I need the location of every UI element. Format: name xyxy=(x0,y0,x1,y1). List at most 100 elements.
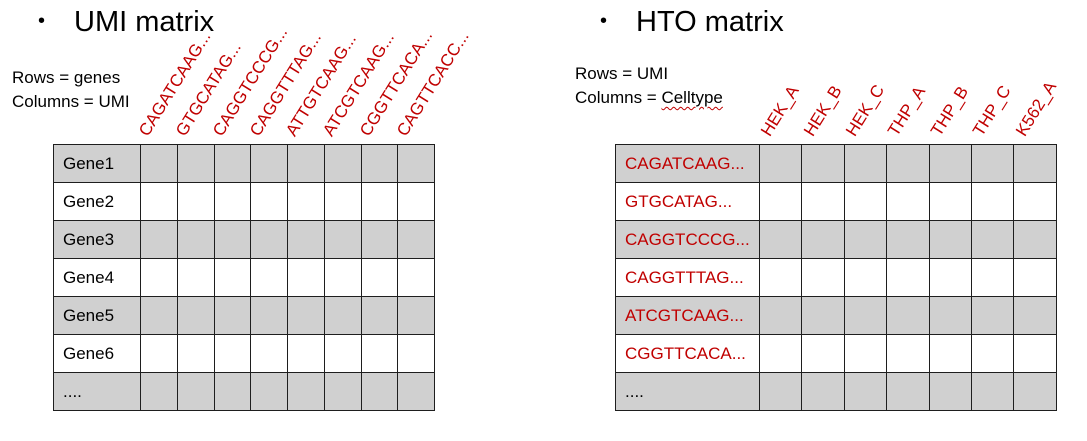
table-cell xyxy=(140,144,178,183)
table-cell xyxy=(323,296,362,335)
hto-columns-prefix: Columns = xyxy=(575,88,662,107)
table-cell xyxy=(886,372,930,411)
table-row: .... xyxy=(615,372,1057,411)
table-cell xyxy=(213,258,252,297)
table-cell xyxy=(287,296,325,335)
table-cell xyxy=(213,334,252,373)
table-cell xyxy=(250,334,288,373)
table-cell xyxy=(970,144,1015,183)
table-cell xyxy=(140,372,178,411)
table-cell xyxy=(801,182,845,221)
umi-row-label: Gene3 xyxy=(53,220,141,259)
hto-row-label: CAGGTCCCG... xyxy=(615,220,760,259)
table-cell xyxy=(176,372,215,411)
table-cell xyxy=(886,258,930,297)
table-cell xyxy=(287,182,325,221)
table-cell xyxy=(397,258,435,297)
table-cell xyxy=(140,182,178,221)
table-cell xyxy=(970,182,1015,221)
table-cell xyxy=(758,220,803,259)
table-cell xyxy=(801,144,845,183)
table-cell xyxy=(213,220,252,259)
table-cell xyxy=(843,144,888,183)
table-cell xyxy=(323,372,362,411)
umi-row-label: Gene4 xyxy=(53,258,141,297)
table-cell xyxy=(140,258,178,297)
table-cell xyxy=(843,220,888,259)
table-cell xyxy=(1013,296,1057,335)
table-cell xyxy=(886,144,930,183)
umi-matrix-table: Gene1 Gene2 Gene3 Gene4 Gene5 Gene6.... xyxy=(53,144,435,411)
table-cell xyxy=(397,220,435,259)
hto-column-label: THP_B xyxy=(926,82,972,140)
table-cell xyxy=(360,334,399,373)
table-cell xyxy=(886,182,930,221)
table-cell xyxy=(970,258,1015,297)
table-cell xyxy=(397,334,435,373)
table-cell xyxy=(360,144,399,183)
table-cell xyxy=(758,144,803,183)
umi-row-label: Gene5 xyxy=(53,296,141,335)
bullet-icon: • xyxy=(38,10,46,32)
table-cell xyxy=(843,372,888,411)
table-cell xyxy=(928,372,972,411)
table-cell xyxy=(801,296,845,335)
table-cell xyxy=(970,220,1015,259)
table-cell xyxy=(1013,182,1057,221)
table-cell xyxy=(287,220,325,259)
umi-matrix-title: • UMI matrix xyxy=(38,4,214,39)
table-cell xyxy=(397,296,435,335)
table-cell xyxy=(360,258,399,297)
table-cell xyxy=(801,372,845,411)
table-cell xyxy=(176,182,215,221)
umi-rows-description: Rows = genes xyxy=(12,68,121,87)
umi-row-label: Gene6 xyxy=(53,334,141,373)
table-cell xyxy=(250,182,288,221)
table-row: CAGGTTTAG... xyxy=(615,258,1057,297)
table-cell xyxy=(843,334,888,373)
table-cell xyxy=(287,372,325,411)
table-row: CAGGTCCCG... xyxy=(615,220,1057,259)
table-row: Gene5 xyxy=(53,296,435,335)
umi-row-label: Gene2 xyxy=(53,182,141,221)
table-cell xyxy=(140,334,178,373)
table-cell xyxy=(140,220,178,259)
table-cell xyxy=(287,144,325,183)
table-row: GTGCATAG... xyxy=(615,182,1057,221)
table-cell xyxy=(801,334,845,373)
table-cell xyxy=(843,182,888,221)
table-cell xyxy=(886,296,930,335)
umi-row-label: Gene1 xyxy=(53,144,141,183)
table-cell xyxy=(323,220,362,259)
table-cell xyxy=(360,296,399,335)
table-row: Gene6 xyxy=(53,334,435,373)
hto-row-label: .... xyxy=(615,372,760,411)
table-cell xyxy=(928,144,972,183)
table-cell xyxy=(250,220,288,259)
bullet-icon: • xyxy=(600,10,608,32)
table-cell xyxy=(250,372,288,411)
table-cell xyxy=(360,220,399,259)
table-cell xyxy=(323,334,362,373)
celltype-word: Celltype xyxy=(661,88,723,107)
table-cell xyxy=(250,144,288,183)
table-cell xyxy=(928,334,972,373)
table-cell xyxy=(176,258,215,297)
table-cell xyxy=(323,144,362,183)
hto-row-label: CAGGTTTAG... xyxy=(615,258,760,297)
table-cell xyxy=(928,296,972,335)
table-cell xyxy=(360,372,399,411)
table-cell xyxy=(1013,220,1057,259)
table-cell xyxy=(928,258,972,297)
hto-column-label: K562_A xyxy=(1011,78,1060,140)
table-cell xyxy=(323,258,362,297)
table-row: Gene1 xyxy=(53,144,435,183)
umi-matrix-panel: • UMI matrix Rows = genes Columns = UMI C… xyxy=(0,0,540,441)
table-cell xyxy=(397,144,435,183)
table-cell xyxy=(928,220,972,259)
table-row: Gene4 xyxy=(53,258,435,297)
hto-column-label: THP_C xyxy=(969,82,1015,140)
hto-column-label: HEK_A xyxy=(757,82,803,140)
table-row: Gene2 xyxy=(53,182,435,221)
hto-matrix-panel: • HTO matrix Rows = UMI Columns = Celltyp… xyxy=(560,0,1087,441)
